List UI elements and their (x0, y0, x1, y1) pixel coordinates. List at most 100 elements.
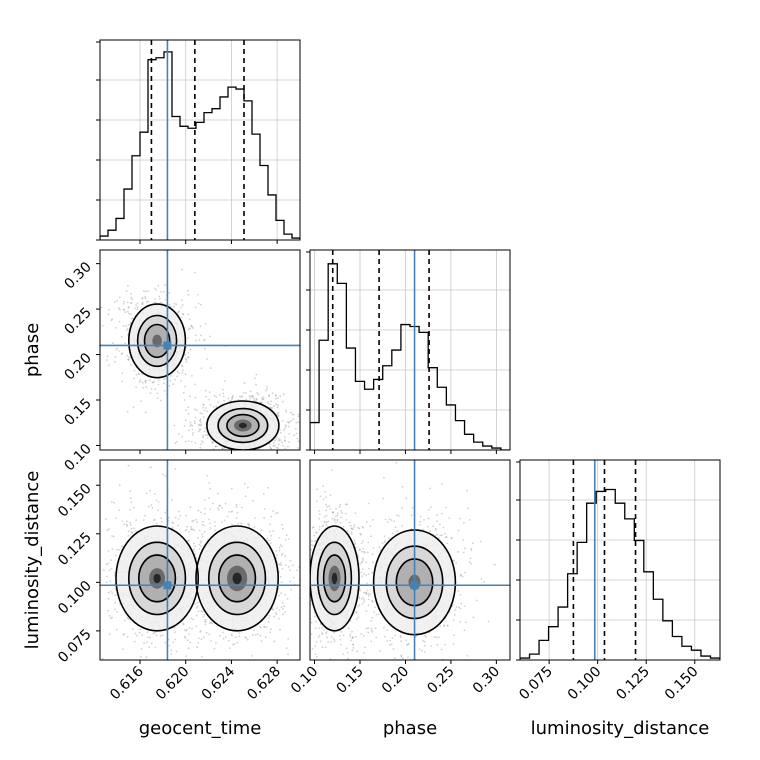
sample-point (483, 580, 486, 583)
sample-point (190, 528, 193, 531)
sample-point (209, 367, 212, 370)
sample-point (374, 606, 377, 608)
sample-point (327, 641, 330, 643)
sample-point (150, 504, 153, 507)
sample-point (236, 641, 239, 644)
sample-point (269, 523, 272, 526)
sample-point (198, 339, 201, 342)
histogram-step-phase (310, 263, 510, 450)
sample-point (194, 408, 196, 411)
sample-point (466, 489, 468, 492)
sample-point (197, 536, 199, 539)
sample-point (200, 545, 202, 548)
sample-point (363, 599, 366, 601)
sample-point (367, 502, 370, 505)
sample-point (240, 396, 243, 399)
sample-point (189, 395, 191, 397)
sample-point (83, 604, 85, 606)
sample-point (109, 590, 112, 593)
sample-point (207, 665, 209, 667)
sample-point (157, 284, 160, 287)
sample-point (371, 599, 373, 602)
sample-point (202, 616, 205, 618)
sample-point (284, 409, 287, 412)
sample-point (208, 481, 211, 484)
sample-point (157, 509, 160, 512)
sample-point (146, 301, 148, 303)
sample-point (419, 524, 421, 526)
sample-point (185, 514, 188, 517)
sample-point (204, 507, 206, 510)
sample-point (244, 495, 247, 498)
sample-point (361, 525, 364, 528)
sample-point (162, 473, 165, 476)
sample-point (135, 530, 137, 533)
sample-point (419, 674, 421, 676)
contour-line (136, 314, 178, 368)
sample-point (127, 358, 129, 361)
sample-point (126, 310, 129, 313)
sample-point (345, 647, 348, 650)
sample-point (257, 462, 259, 464)
sample-point (108, 308, 110, 311)
sample-point (455, 562, 457, 564)
sample-point (336, 512, 339, 515)
sample-point (147, 300, 150, 303)
sample-point (232, 395, 234, 397)
sample-point (130, 364, 132, 366)
sample-point (195, 409, 198, 412)
sample-point (240, 506, 243, 509)
sample-point (161, 302, 164, 304)
sample-point (292, 418, 295, 421)
sample-point (288, 432, 291, 435)
sample-point (160, 521, 163, 523)
sample-point (310, 544, 313, 546)
sample-point (120, 353, 123, 355)
sample-point (297, 601, 299, 603)
sample-point (200, 610, 203, 612)
sample-point (158, 295, 161, 298)
sample-point (129, 490, 132, 493)
sample-point (304, 549, 306, 551)
sample-point (259, 627, 262, 629)
sample-point (383, 476, 385, 479)
sample-point (167, 638, 170, 641)
sample-point (311, 648, 314, 650)
sample-point (194, 457, 196, 459)
sample-point (362, 540, 364, 543)
sample-point (267, 402, 269, 405)
sample-point (304, 418, 306, 420)
sample-point (262, 398, 265, 401)
sample-point (306, 536, 308, 538)
sample-point (323, 629, 325, 631)
sample-point (203, 409, 206, 412)
panel-frame (99, 249, 301, 451)
sample-point (422, 639, 425, 642)
sample-point (171, 521, 174, 524)
sample-point (121, 372, 124, 375)
sample-point (149, 392, 152, 394)
sample-point (427, 508, 430, 511)
sample-point (232, 643, 234, 646)
sample-point (205, 407, 208, 409)
sample-point (168, 291, 170, 294)
sample-point (328, 505, 331, 507)
pair-panel-geocent_time-luminosity_distance (83, 459, 301, 667)
sample-point (359, 532, 362, 535)
sample-point (127, 284, 129, 287)
sample-point (129, 322, 132, 324)
sample-point (397, 515, 400, 517)
sample-point (122, 633, 125, 635)
truth-marker (163, 581, 172, 590)
sample-point (479, 540, 482, 543)
sample-point (314, 645, 317, 648)
sample-point (360, 533, 363, 536)
contour-line (208, 541, 267, 616)
sample-point (257, 633, 259, 635)
sample-point (144, 381, 147, 384)
sample-point (127, 618, 130, 620)
sample-point (424, 635, 427, 638)
sample-point (248, 395, 251, 397)
sample-point (231, 510, 233, 513)
sample-point (390, 643, 393, 646)
